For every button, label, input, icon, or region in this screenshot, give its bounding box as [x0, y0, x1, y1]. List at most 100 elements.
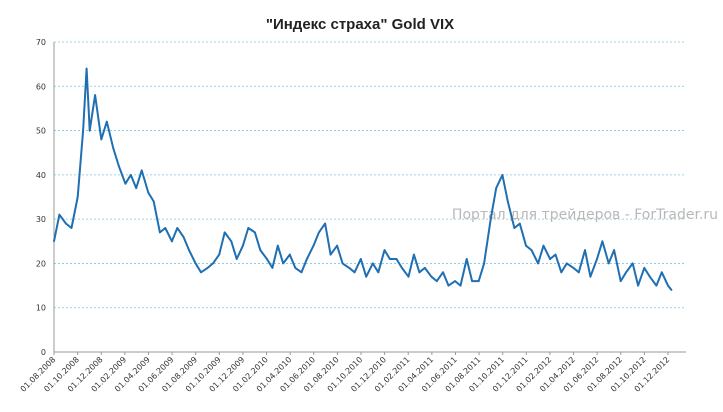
- data-point: [637, 284, 639, 287]
- data-point: [589, 275, 592, 278]
- data-point: [188, 249, 190, 252]
- data-point: [513, 227, 516, 229]
- data-point: [276, 244, 279, 247]
- data-point: [176, 227, 179, 229]
- data-point: [348, 267, 351, 269]
- data-point: [218, 253, 221, 256]
- data-point: [401, 267, 403, 269]
- data-point: [383, 249, 386, 252]
- data-point: [353, 271, 356, 274]
- data-point: [329, 253, 332, 256]
- data-point: [554, 253, 557, 256]
- data-point: [336, 244, 338, 247]
- data-point: [147, 191, 150, 194]
- data-point: [94, 94, 96, 96]
- data-point: [407, 275, 410, 278]
- data-point: [82, 129, 84, 132]
- data-point: [660, 271, 663, 274]
- data-point: [435, 280, 438, 282]
- y-tick-label: 0: [41, 348, 46, 357]
- data-point: [525, 244, 527, 247]
- data-point: [584, 249, 586, 252]
- data-point: [171, 240, 173, 243]
- data-point: [271, 267, 274, 269]
- data-point: [135, 187, 138, 190]
- data-point: [413, 253, 415, 256]
- data-point: [306, 258, 308, 260]
- data-point: [459, 284, 462, 287]
- data-point: [58, 213, 61, 216]
- data-point: [655, 284, 658, 287]
- data-point: [648, 275, 651, 278]
- y-tick-label: 30: [36, 215, 46, 224]
- data-point: [100, 138, 103, 141]
- x-tick-labels: 01.08.200801.10.200801.12.200801.02.2009…: [19, 352, 671, 394]
- data-point: [318, 231, 320, 234]
- y-tick-label: 40: [36, 171, 46, 180]
- data-point: [477, 280, 480, 282]
- y-tick-label: 50: [36, 127, 46, 136]
- data-point: [117, 165, 120, 167]
- data-point: [643, 267, 646, 269]
- data-point: [182, 236, 185, 238]
- data-point: [471, 280, 473, 282]
- data-point: [247, 227, 250, 229]
- data-point: [371, 262, 374, 265]
- data-point: [152, 200, 155, 203]
- data-point: [454, 280, 456, 282]
- data-point: [129, 174, 132, 176]
- data-point: [565, 262, 568, 265]
- data-point: [206, 267, 209, 269]
- data-point: [365, 275, 368, 278]
- data-point: [159, 231, 161, 234]
- data-point: [549, 258, 551, 260]
- y-tick-label: 10: [36, 304, 46, 313]
- data-point: [124, 182, 127, 185]
- watermark: Портал для трейдеров - ForTrader.ru: [452, 207, 718, 223]
- data-point: [112, 147, 115, 150]
- chart-title: "Индекс страха" Gold VIX: [266, 16, 454, 33]
- data-point: [53, 240, 55, 243]
- data-point: [242, 244, 244, 247]
- data-point: [607, 262, 610, 265]
- data-point: [200, 271, 202, 274]
- data-point: [324, 222, 326, 225]
- data-point: [601, 240, 604, 243]
- data-point: [506, 200, 509, 203]
- data-point: [312, 244, 315, 247]
- y-tick-label: 20: [36, 259, 46, 268]
- data-point: [495, 187, 498, 190]
- data-point: [418, 271, 421, 274]
- data-point: [447, 284, 450, 287]
- data-point: [70, 227, 73, 229]
- data-point: [442, 271, 444, 274]
- y-tick-label: 70: [36, 38, 46, 47]
- data-point: [259, 249, 262, 252]
- y-tick-label: 60: [36, 82, 46, 91]
- gridlines: [54, 41, 686, 309]
- series-line: [53, 67, 673, 291]
- data-point: [670, 289, 673, 291]
- data-point: [577, 271, 580, 274]
- data-point: [395, 258, 398, 260]
- data-point: [465, 258, 468, 260]
- data-point: [254, 231, 256, 234]
- data-point: [489, 218, 492, 221]
- data-point: [105, 120, 108, 123]
- data-point: [501, 174, 504, 176]
- data-point: [483, 262, 485, 265]
- data-point: [596, 258, 598, 260]
- data-point: [266, 258, 268, 260]
- data-point: [542, 244, 545, 247]
- data-point: [430, 275, 433, 278]
- data-point: [667, 284, 669, 287]
- data-point: [631, 262, 634, 265]
- data-point: [300, 271, 303, 274]
- data-point: [530, 249, 533, 252]
- y-tick-labels: 0 10 20 30 40 50 60 70: [36, 38, 46, 357]
- data-point: [625, 271, 627, 274]
- data-point: [65, 222, 67, 225]
- data-point: [389, 258, 391, 260]
- series: [53, 67, 673, 291]
